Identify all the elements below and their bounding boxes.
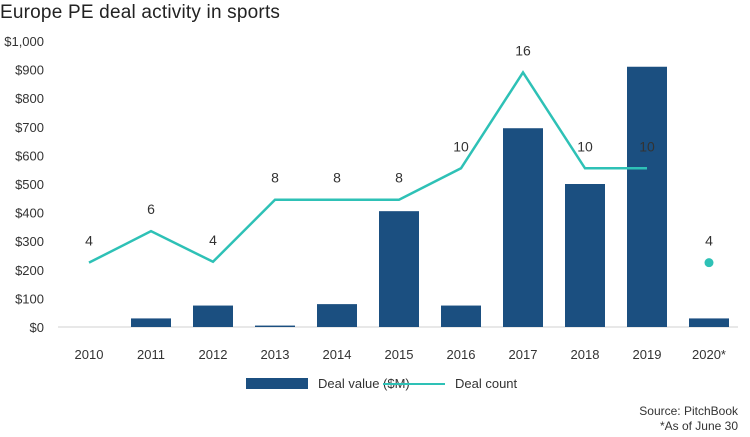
point-deal-count: [704, 258, 714, 268]
y-tick-label: $700: [15, 120, 44, 135]
y-tick-label: $900: [15, 63, 44, 78]
data-label-deal-count: 4: [209, 232, 217, 248]
bar-deal-value: [379, 211, 419, 327]
x-tick-label: 2013: [261, 347, 290, 362]
source-note: Source: PitchBook *As of June 30: [639, 404, 738, 434]
data-label-deal-count: 8: [395, 170, 403, 186]
legend-line-swatch: [383, 382, 445, 385]
line-deal-count: [88, 70, 647, 264]
data-label-deal-count: 10: [453, 138, 469, 154]
bar-deal-value: [627, 66, 667, 328]
bar-deal-value: [131, 318, 171, 327]
x-tick-label: 2010: [75, 347, 104, 362]
y-tick-label: $100: [15, 291, 44, 306]
legend-item-deal-value: Deal value ($M): [246, 376, 410, 391]
legend-label-deal-value: Deal value ($M): [318, 376, 410, 391]
bar-deal-value: [689, 318, 729, 327]
data-label-deal-count: 8: [271, 170, 279, 186]
footnote-line: *As of June 30: [659, 419, 738, 433]
legend: Deal value ($M) Deal count: [0, 376, 750, 396]
legend-item-deal-count: Deal count: [383, 376, 517, 391]
y-tick-label: $300: [15, 234, 44, 249]
x-tick-label: 2018: [571, 347, 600, 362]
x-tick-label: 2017: [509, 347, 538, 362]
data-label-deal-count: 6: [147, 201, 155, 217]
y-tick-label: $1,000: [4, 34, 44, 49]
bar-deal-value: [503, 128, 543, 327]
y-tick-label: $400: [15, 206, 44, 221]
legend-label-deal-count: Deal count: [455, 376, 518, 391]
x-tick-label: 2020*: [692, 347, 726, 362]
x-tick-label: 2015: [385, 347, 414, 362]
data-label-deal-count: 8: [333, 170, 341, 186]
y-tick-label: $800: [15, 91, 44, 106]
bar-deal-value: [441, 305, 481, 327]
data-label-deal-count: 10: [577, 138, 593, 154]
x-tick-label: 2011: [137, 347, 165, 362]
y-tick-label: $500: [15, 177, 44, 192]
data-label-deal-count: 10: [639, 138, 655, 154]
bar-deal-value: [255, 325, 295, 327]
data-label-deal-count: 4: [85, 233, 93, 249]
bar-deal-value: [565, 184, 605, 327]
bar-deal-value: [317, 304, 357, 327]
chart-title: Europe PE deal activity in sports: [0, 2, 281, 23]
x-tick-label: 2012: [199, 347, 228, 362]
y-tick-label: $0: [30, 320, 44, 335]
y-tick-label: $200: [15, 263, 44, 278]
x-tick-label: 2019: [633, 347, 662, 362]
data-label-deal-count: 4: [705, 233, 713, 249]
y-tick-label: $600: [15, 148, 44, 163]
bar-deal-value: [193, 305, 233, 327]
source-line: Source: PitchBook: [639, 404, 738, 418]
x-tick-label: 2014: [323, 347, 352, 362]
legend-bar-swatch: [246, 378, 308, 389]
data-label-deal-count: 16: [515, 42, 531, 58]
x-tick-label: 2016: [447, 347, 476, 362]
